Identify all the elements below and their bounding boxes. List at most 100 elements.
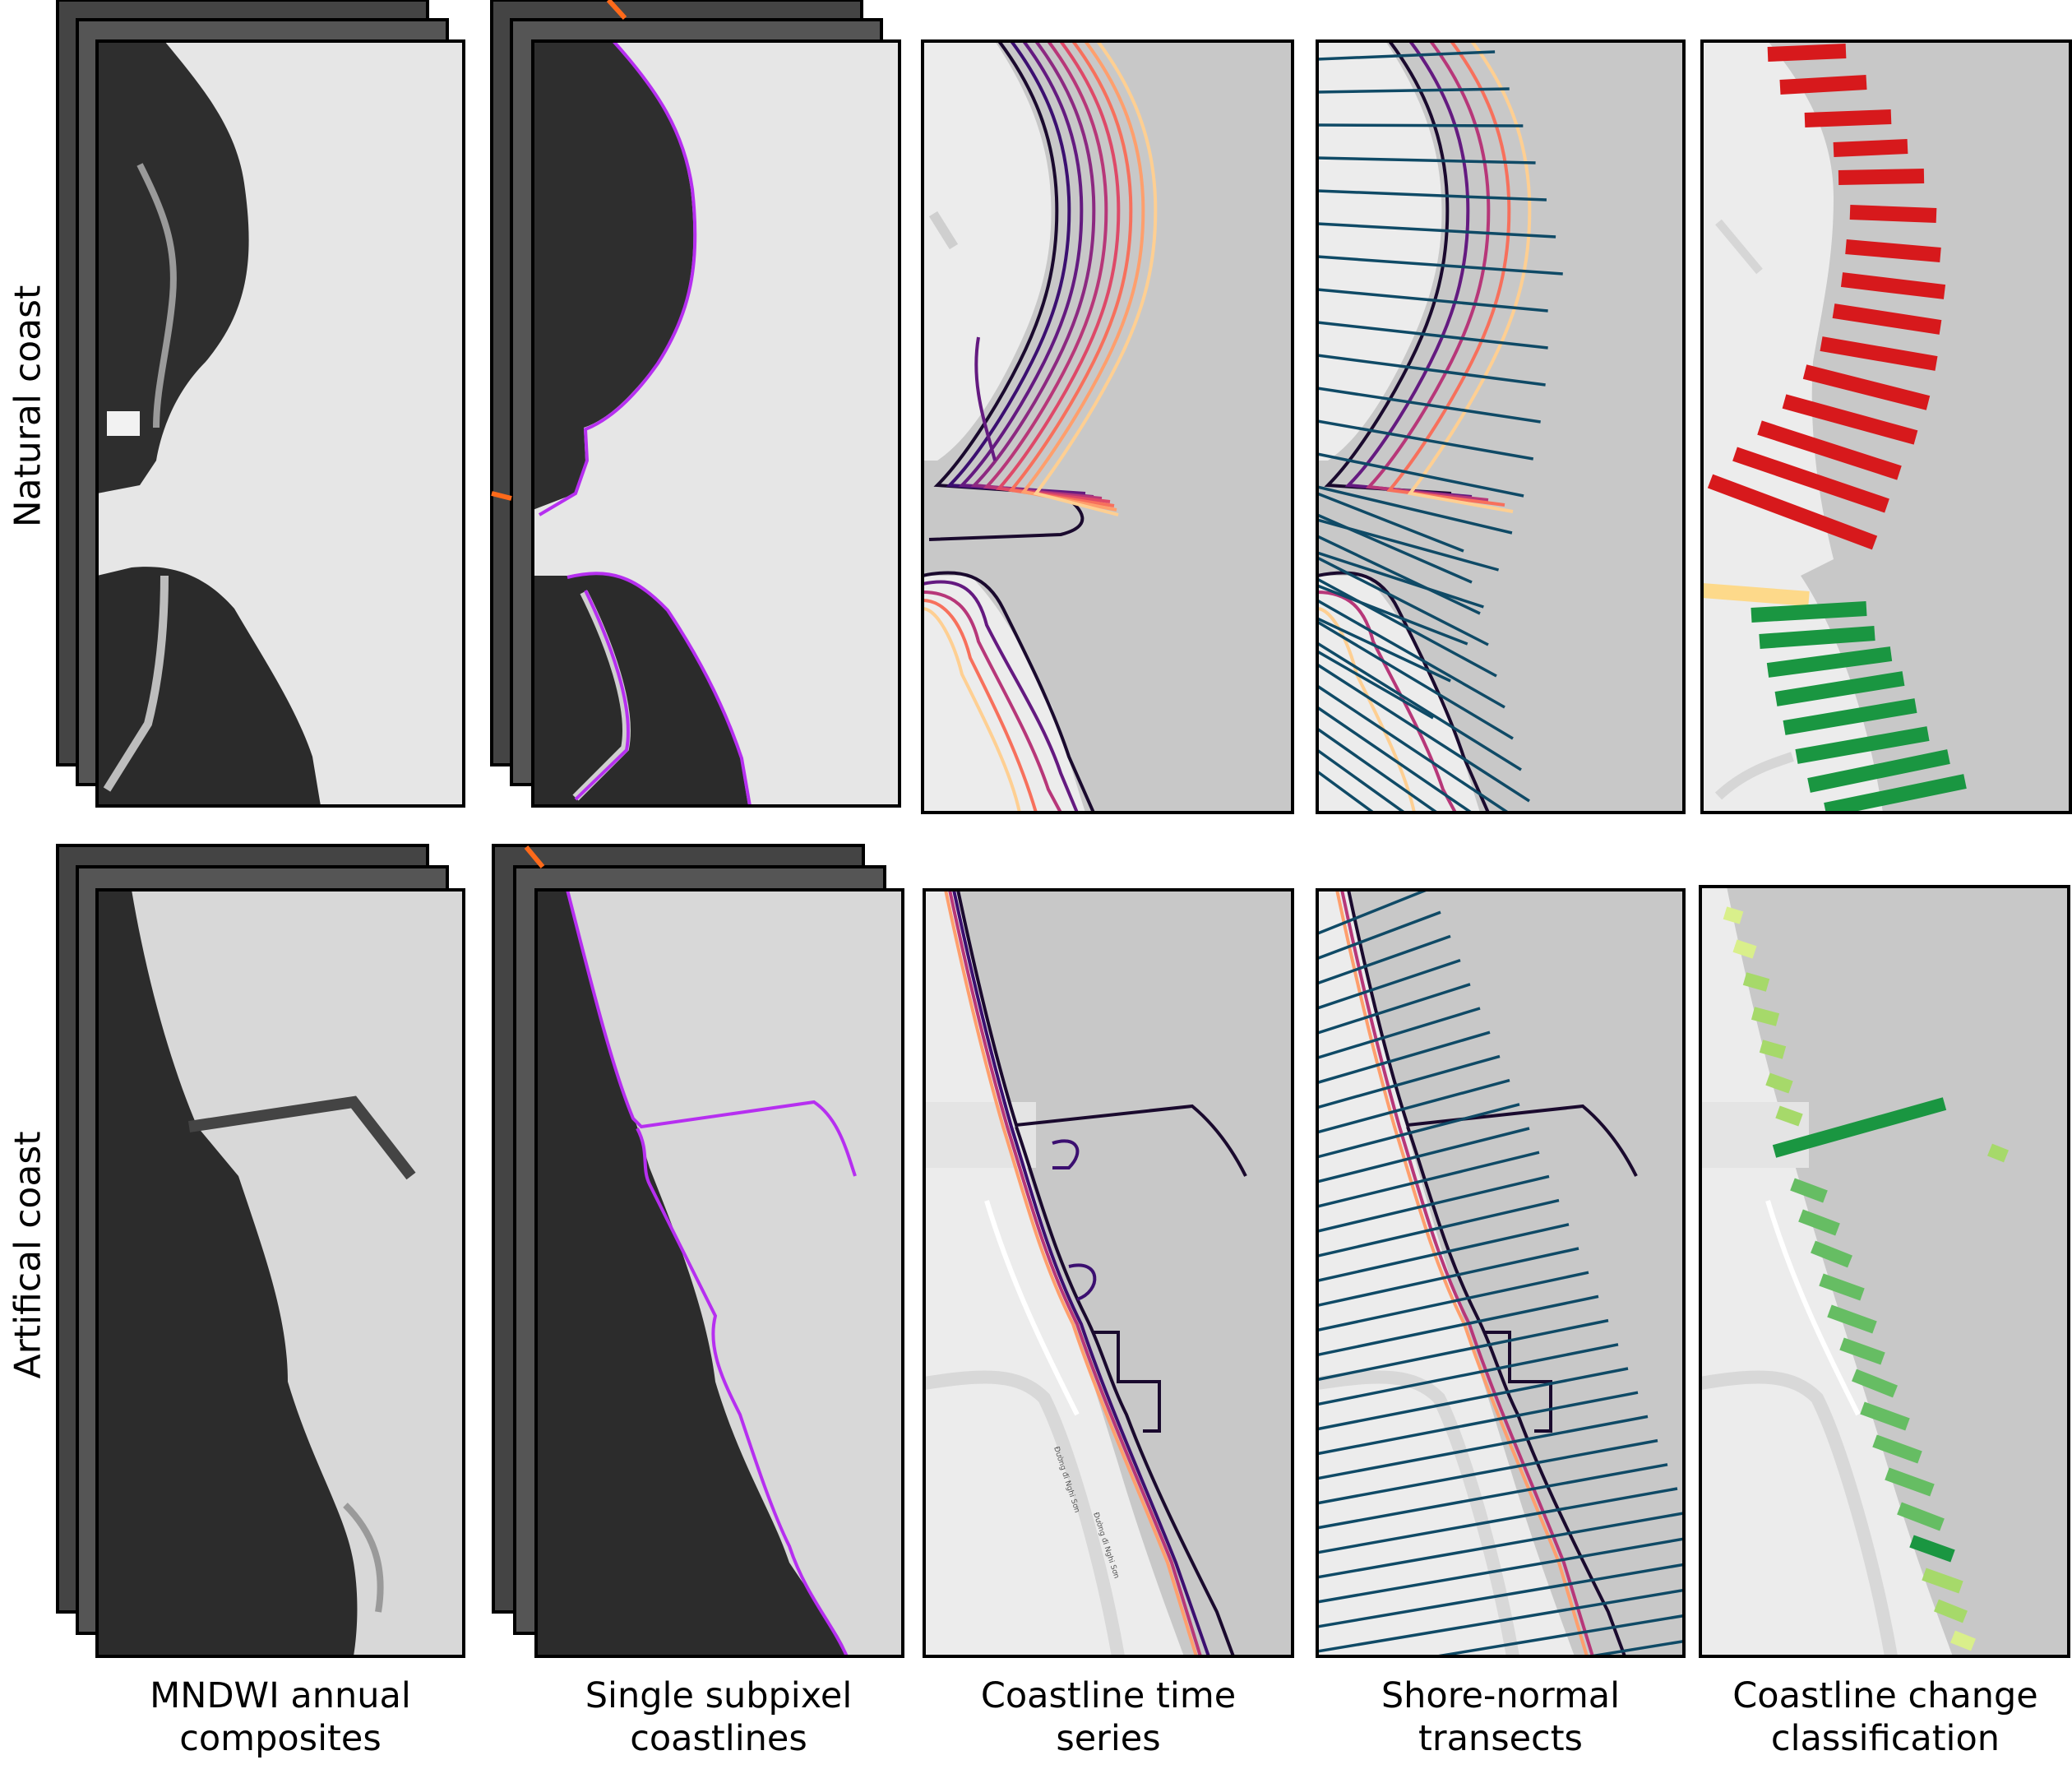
change-bar bbox=[1820, 336, 1938, 371]
transect-line bbox=[1317, 684, 1511, 813]
transect-line bbox=[1317, 1151, 1540, 1208]
column-label-line: transects bbox=[1418, 1718, 1583, 1759]
transect-line bbox=[1317, 387, 1541, 424]
change-bar bbox=[1767, 44, 1847, 62]
change-bar bbox=[1802, 364, 1931, 410]
natural-time-series bbox=[921, 39, 1294, 814]
transect-line bbox=[1317, 513, 1473, 584]
change-bar bbox=[1885, 1467, 1935, 1497]
transect-line bbox=[1317, 1007, 1481, 1060]
transect-line bbox=[1317, 1174, 1550, 1233]
transect-line bbox=[1317, 599, 1505, 709]
column-label-time-series: Coastline time series bbox=[936, 1674, 1281, 1760]
artificial-mndwi-composites bbox=[56, 844, 465, 1658]
transect-line bbox=[1317, 485, 1513, 535]
artificial-transect-lines bbox=[1317, 890, 1684, 1656]
change-bar bbox=[1790, 1178, 1828, 1203]
change-bar bbox=[1950, 1630, 1976, 1651]
transect-line bbox=[1317, 15, 1480, 26]
transect-line bbox=[1317, 419, 1534, 461]
change-bar bbox=[1774, 671, 1905, 706]
transect-line bbox=[1317, 1588, 1684, 1653]
change-bar bbox=[1811, 1240, 1852, 1268]
transect-line bbox=[1317, 87, 1510, 94]
column-label-line: Single subpixel bbox=[585, 1675, 853, 1716]
transect-line bbox=[1317, 890, 1431, 936]
transect-line bbox=[1317, 1512, 1684, 1579]
change-bar bbox=[1819, 1273, 1865, 1301]
change-bar bbox=[1765, 1072, 1793, 1094]
transect-line bbox=[1317, 1415, 1649, 1480]
transect-line bbox=[1317, 551, 1484, 609]
transect-line bbox=[1317, 641, 1522, 771]
change-bar bbox=[1775, 1105, 1803, 1127]
artificial-single-coastlines bbox=[492, 844, 904, 1658]
column-label-line: Coastline time bbox=[980, 1675, 1237, 1716]
change-bar bbox=[1772, 1097, 1947, 1158]
change-bar bbox=[1838, 169, 1925, 185]
change-bar bbox=[1909, 1535, 1955, 1563]
transect-line bbox=[1317, 1391, 1639, 1456]
transect-line bbox=[1317, 1463, 1668, 1530]
change-bar bbox=[1849, 205, 1937, 223]
change-bar bbox=[1987, 1143, 2009, 1163]
transect-line bbox=[1317, 492, 1464, 553]
column-label-line: coastlines bbox=[630, 1718, 807, 1759]
change-bar bbox=[1827, 1304, 1877, 1334]
change-bar bbox=[1840, 272, 1946, 299]
natural-change-classification bbox=[1700, 39, 2072, 814]
natural-coastline-line bbox=[538, 39, 752, 807]
artificial-coastline-line bbox=[566, 889, 857, 1657]
transect-line bbox=[1317, 452, 1524, 498]
change-bar bbox=[1779, 75, 1867, 95]
column-label-line: composites bbox=[179, 1718, 382, 1759]
transect-line bbox=[1317, 584, 1468, 646]
change-bar bbox=[1824, 774, 1967, 813]
transect-line bbox=[1317, 222, 1556, 239]
transect-line bbox=[1317, 958, 1461, 1010]
change-bar bbox=[1832, 303, 1942, 335]
column-label-transects: Shore-normal transects bbox=[1328, 1674, 1673, 1760]
change-bar bbox=[1757, 420, 1902, 480]
transect-line bbox=[1317, 535, 1481, 615]
change-bar bbox=[1751, 601, 1867, 623]
change-bar bbox=[1759, 626, 1875, 649]
column-label-line: classification bbox=[1770, 1718, 2000, 1759]
transect-line bbox=[1317, 663, 1530, 803]
change-bar bbox=[1860, 1401, 1910, 1431]
transect-line bbox=[1317, 1103, 1520, 1159]
transect-line bbox=[1317, 1271, 1589, 1332]
artificial-change-classification bbox=[1699, 885, 2070, 1658]
change-bar bbox=[1922, 1568, 1963, 1594]
column-label-mndwi: MNDWI annual composites bbox=[108, 1674, 453, 1760]
change-bar bbox=[1759, 1040, 1787, 1059]
transect-line bbox=[1317, 189, 1547, 201]
change-bar bbox=[1798, 1209, 1840, 1236]
transect-line bbox=[1317, 1318, 1609, 1382]
transect-line bbox=[1317, 156, 1536, 164]
change-bar bbox=[1723, 906, 1744, 924]
change-bar bbox=[1795, 726, 1930, 764]
row-label-artificial: Artifical coast bbox=[7, 1131, 49, 1379]
artificial-time-series: Đường đi Nghi Sơn Đường đi Nghi Sơn bbox=[923, 888, 1294, 1658]
column-label-classification: Coastline change classification bbox=[1713, 1674, 2058, 1760]
transect-line bbox=[1317, 321, 1548, 350]
transect-line bbox=[1317, 50, 1496, 61]
change-bar bbox=[1707, 474, 1878, 550]
transect-line bbox=[1317, 748, 1407, 813]
transect-line bbox=[1428, 1614, 1684, 1656]
change-bar bbox=[1783, 698, 1917, 735]
transect-line bbox=[1317, 1294, 1599, 1357]
change-bar bbox=[1807, 749, 1950, 793]
column-label-line: Shore-normal bbox=[1381, 1675, 1621, 1716]
change-bar bbox=[1742, 972, 1770, 992]
change-bar bbox=[1751, 1007, 1780, 1026]
transect-line bbox=[1317, 288, 1548, 313]
change-bar bbox=[1872, 1434, 1922, 1464]
natural-time-series-lines bbox=[923, 41, 1158, 813]
transect-line bbox=[1317, 1537, 1684, 1604]
change-bar bbox=[1845, 239, 1941, 262]
artificial-time-series-lines bbox=[944, 890, 1247, 1656]
transect-line bbox=[1317, 1054, 1501, 1109]
change-bar bbox=[1782, 394, 1918, 445]
